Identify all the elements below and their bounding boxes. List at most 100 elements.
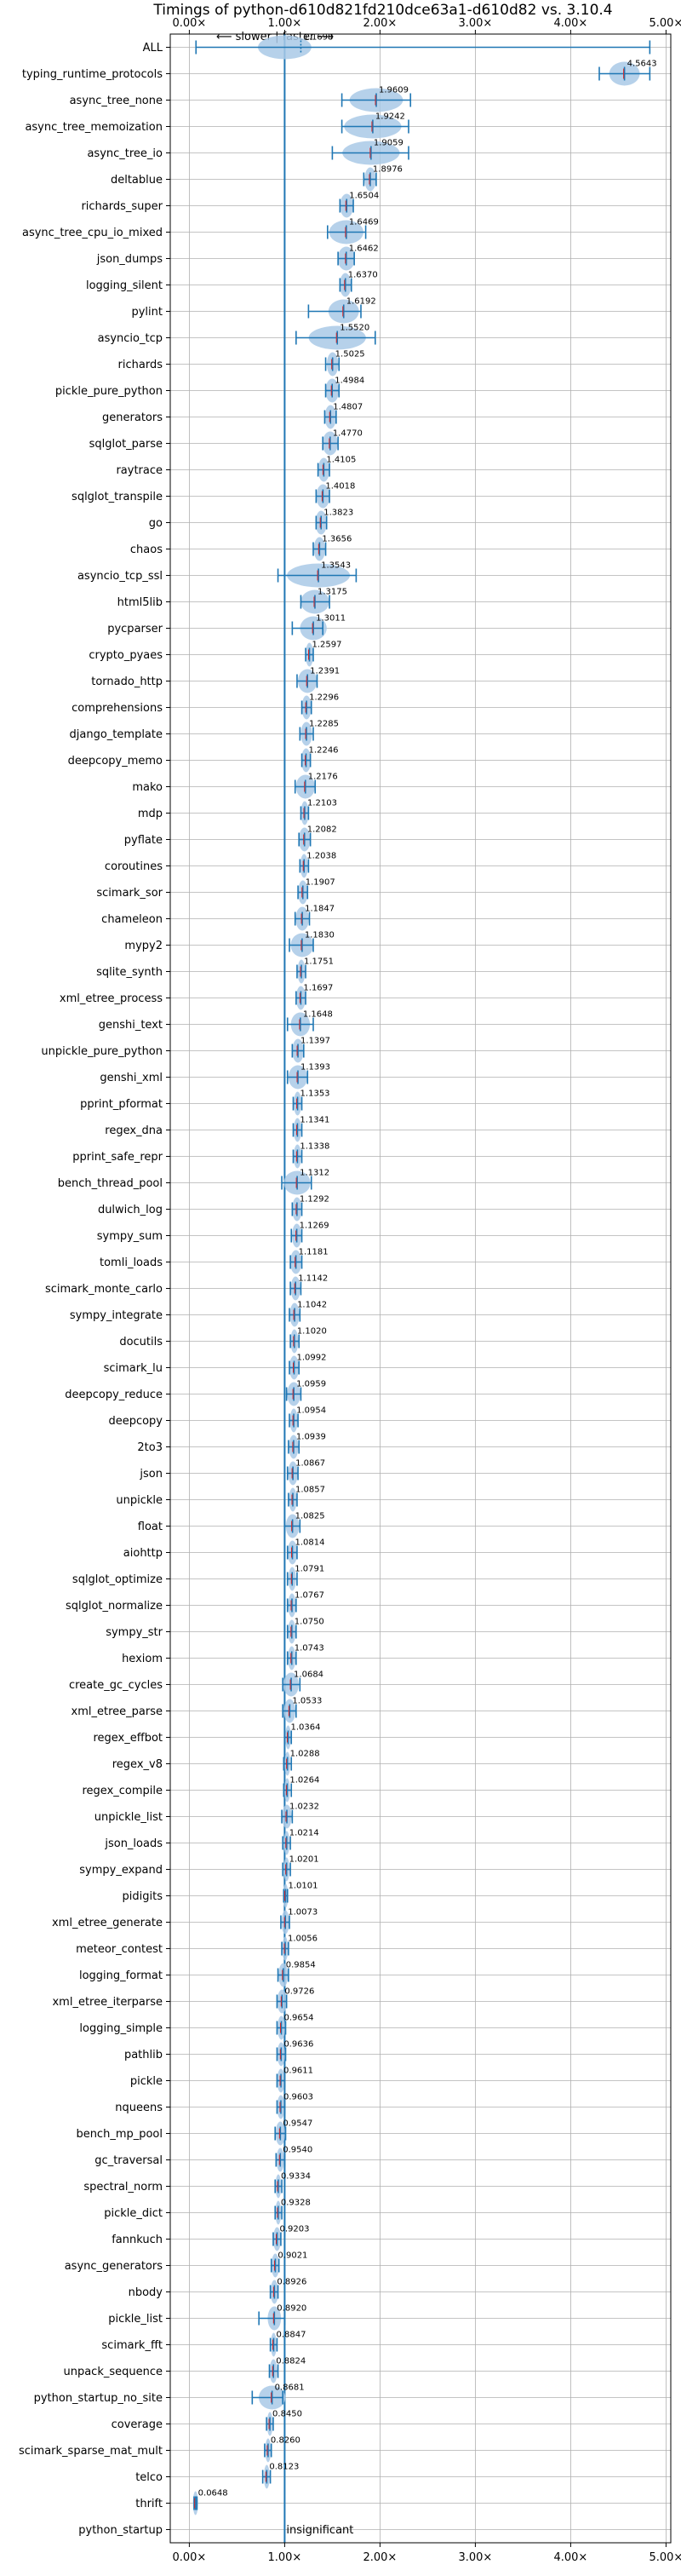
value-label: 1.0684 [294, 1670, 323, 1680]
value-label: 1.0867 [295, 1459, 325, 1469]
value-label: 1.3823 [323, 509, 353, 518]
category-label: unpickle_pure_python [41, 1045, 163, 1058]
value-label: 1.2176 [308, 773, 338, 782]
category-label: unpack_sequence [63, 2366, 163, 2378]
category-label: generators [102, 411, 163, 424]
category-label: ALL [143, 42, 163, 55]
value-label: 1.1751 [304, 957, 334, 967]
value-label: 0.9636 [283, 2040, 313, 2050]
value-label: 1.2285 [309, 720, 339, 729]
value-label: 1.0939 [296, 1433, 326, 1442]
category-label: pickle_dict [104, 2207, 163, 2220]
category-label: pickle_list [108, 2313, 163, 2326]
value-label: 1.3543 [321, 561, 351, 571]
value-label: 0.9334 [281, 2172, 311, 2182]
value-label: 1.0533 [292, 1697, 322, 1706]
category-label: fannkuch [112, 2234, 163, 2246]
value-label: 1.5025 [335, 350, 365, 359]
category-label: genshi_text [99, 1019, 163, 1032]
value-label: 1.0743 [295, 1644, 324, 1653]
category-label: json_loads [104, 1837, 163, 1850]
value-label: 1.9609 [379, 86, 409, 95]
category-label: unpickle [116, 1494, 163, 1507]
category-label: logging_silent [86, 279, 163, 292]
value-label: 0.9603 [283, 2093, 313, 2102]
category-label: xml_etree_generate [52, 1917, 163, 1929]
category-label: gc_traversal [94, 2154, 163, 2167]
value-label: 1.8976 [373, 165, 403, 175]
value-label: 1.1042 [297, 1301, 327, 1310]
value-label: 0.0648 [198, 2489, 228, 2498]
category-label: richards [118, 359, 163, 371]
category-label: raytrace [116, 464, 163, 477]
value-label: 1.4984 [335, 377, 364, 386]
category-label: sqlglot_optimize [72, 1573, 163, 1586]
category-label: sympy_sum [97, 1230, 163, 1243]
category-label: pyflate [124, 834, 163, 847]
value-label: 1.6370 [348, 271, 378, 280]
category-label: html5lib [117, 596, 163, 609]
category-label: typing_runtime_protocols [22, 68, 163, 81]
value-label: 1.1353 [300, 1090, 330, 1099]
category-label: nqueens [115, 2102, 163, 2114]
grid-layer [166, 30, 671, 2547]
value-label: 1.2296 [309, 693, 339, 703]
value-label: 0.9854 [286, 1961, 316, 1970]
value-label: 0.9540 [283, 2146, 312, 2155]
value-label: 0.9021 [278, 2251, 307, 2261]
category-label: deepcopy [108, 1415, 163, 1428]
x-tick-label-bottom: 4.00× [553, 2551, 587, 2564]
value-label: 0.8847 [276, 2331, 306, 2340]
category-label: thrift [135, 2498, 163, 2510]
value-label: 0.8450 [272, 2410, 302, 2419]
category-label: nbody [129, 2286, 163, 2299]
category-label: scimark_sor [96, 887, 163, 900]
category-label: logging_simple [79, 2022, 163, 2035]
category-label: coroutines [105, 860, 163, 873]
category-label: mako [132, 781, 163, 794]
value-label: 1.0750 [295, 1618, 324, 1627]
category-label: meteor_contest [76, 1943, 163, 1956]
category-label: pprint_pformat [80, 1098, 163, 1111]
category-label: regex_dna [105, 1124, 163, 1137]
category-label: telco [135, 2471, 163, 2484]
category-label: scimark_monte_carlo [45, 1283, 163, 1296]
category-label: chaos [130, 543, 163, 556]
category-label: aiohttp [123, 1547, 163, 1560]
category-label: sqlglot_normalize [66, 1600, 163, 1613]
value-label: 0.8681 [275, 2383, 305, 2393]
value-label: 1.0232 [289, 1803, 319, 1812]
value-label: 0.9547 [283, 2119, 312, 2129]
x-tick-label-top: 2.00× [363, 17, 397, 30]
value-label: 1.1341 [300, 1116, 329, 1125]
value-label: 0.9328 [281, 2199, 311, 2208]
category-label: python_startup [78, 2524, 163, 2537]
value-label: 1.4018 [325, 482, 355, 492]
category-label: json_dumps [96, 253, 163, 266]
value-label: 1.1292 [300, 1195, 329, 1205]
category-label: sympy_str [106, 1626, 163, 1639]
value-label: 1.2391 [310, 667, 340, 676]
category-label: create_gc_cycles [69, 1679, 163, 1692]
category-label: asyncio_tcp_ssl [77, 570, 163, 583]
x-tick-label-top: 1.00× [267, 17, 301, 30]
value-label: 1.3175 [318, 588, 347, 597]
category-label: logging_format [79, 1969, 163, 1982]
category-label: go [149, 517, 163, 530]
value-label: 4.5643 [627, 60, 657, 69]
x-tick-label-top: 4.00× [553, 17, 587, 30]
x-tick-label-bottom: 2.00× [363, 2551, 397, 2564]
value-label: 1.3656 [322, 535, 352, 544]
category-label: genshi_xml [100, 1072, 163, 1084]
value-label: 1.6462 [349, 244, 379, 254]
value-label: 1.0767 [295, 1591, 324, 1601]
x-tick-label-bottom: 5.00× [649, 2551, 681, 2564]
value-label: 1.0959 [296, 1380, 326, 1389]
value-label: 1.1697 [303, 984, 333, 993]
value-label: 0.9654 [284, 2014, 314, 2023]
value-label: 1.1830 [305, 931, 335, 940]
x-tick-label-top: 3.00× [458, 17, 492, 30]
value-label: 1.0201 [289, 1855, 319, 1865]
category-label: async_generators [65, 2260, 163, 2273]
value-label: 1.0101 [289, 1882, 318, 1891]
